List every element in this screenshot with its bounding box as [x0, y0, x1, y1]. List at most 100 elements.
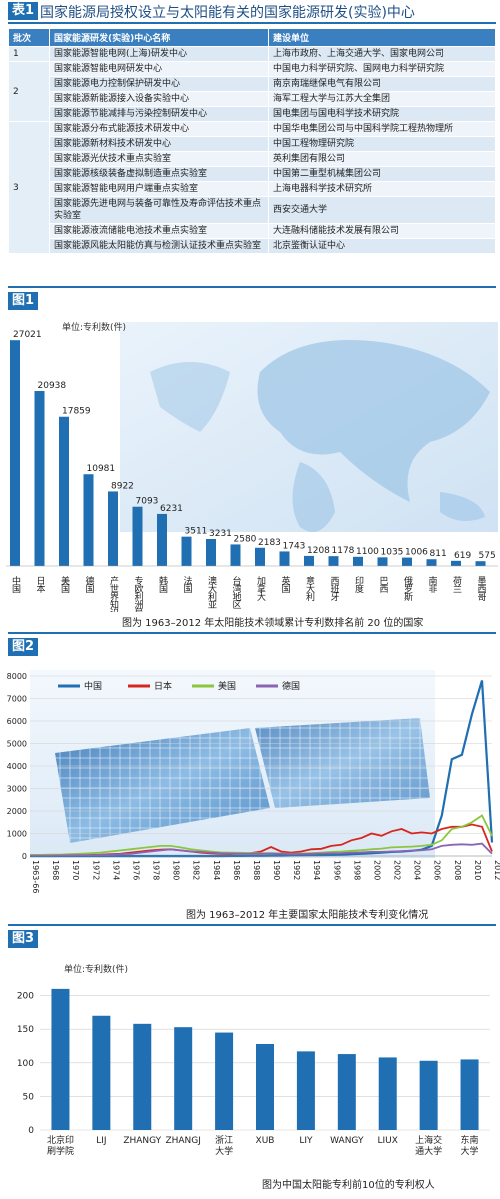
table1-title: 国家能源局授权设立与太阳能有关的国家能源研发(实验)中心: [40, 2, 415, 22]
figure1-bar: [476, 561, 486, 566]
figure1-value-label: 619: [454, 551, 471, 561]
figure1-category-label: 俄罗斯: [402, 575, 413, 602]
figure1-category-label: 德国: [84, 575, 95, 594]
figure2-x-tick-label: 1972: [91, 860, 100, 880]
figure2-x-tick-label: 2004: [413, 860, 422, 880]
figure2-legend-label: 日本: [154, 680, 172, 692]
figure1-value-label: 811: [430, 549, 447, 559]
figure2-x-tick-label: 1998: [352, 860, 361, 880]
figure3-bar: [215, 1033, 233, 1130]
figure1-category-label: 台湾地区: [231, 575, 242, 609]
table1-row: 国家能源新材料技术研发中心中国工程物理研究院: [9, 137, 496, 152]
figure2-chart: 010002000300040005000600070008000 中国日本美国…: [0, 658, 500, 898]
figure3-chart: 单位:专利数(件) 050100150200 北京印刷学院LIJZHANGYZH…: [0, 950, 500, 1172]
table1-row: 国家能源节能减排与污染控制研发中心国电集团与国电科学技术研究院: [9, 107, 496, 122]
table1-row: 2国家能源智能电网研发中心中国电力科学研究院、国网电力科学研究院: [9, 62, 496, 77]
figure2-x-tick-label: 1968: [51, 860, 60, 880]
figure1-category-labels: 中国日本美国德国产世界知识组织专欧利洲局韩国法国澳大利亚台湾地区加拿大英国意大利…: [10, 575, 486, 612]
figure2-legend-label: 中国: [84, 680, 102, 692]
figure3-category-label: LIUX: [378, 1136, 398, 1146]
figure1-value-label: 1743: [283, 541, 306, 551]
figure1-bar: [10, 340, 20, 566]
figure2-x-tick-label: 1963-66: [31, 860, 40, 893]
figure3-category-label: XUB: [256, 1136, 275, 1146]
figure2-top-rule: [8, 632, 496, 634]
table1: 批次 国家能源研发(实验)中心名称 建设单位 1国家能源智能电网(上海)研发中心…: [8, 28, 496, 254]
table1-unit-cell: 中国华电集团公司与中国科学院工程热物理所: [269, 122, 496, 137]
figure1-value-label: 17859: [62, 407, 91, 417]
figure1-category-label: 中国: [10, 575, 21, 594]
table1-row: 国家能源液流储能电池技术重点实验室大连融科储能技术发展有限公司: [9, 224, 496, 239]
table1-center-name-cell: 国家能源智能电网(上海)研发中心: [50, 47, 269, 62]
figure3-bar: [51, 989, 69, 1130]
figure1-bar: [304, 556, 314, 566]
figure1-value-label: 3511: [185, 527, 208, 537]
table1-unit-cell: 上海市政府、上海交通大学、国家电网公司: [269, 47, 496, 62]
figure2-y-tick-label: 4000: [7, 762, 27, 771]
figure1-bar: [402, 558, 412, 566]
table1-row: 1国家能源智能电网(上海)研发中心上海市政府、上海交通大学、国家电网公司: [9, 47, 496, 62]
figure3-tag: 图3: [8, 930, 38, 948]
figure1-category-label: 荷兰: [451, 576, 462, 593]
figure3-bars: [51, 989, 478, 1130]
table1-center-name-cell: 国家能源先进电网与装备可靠性及寿命评估技术重点实验室: [50, 197, 269, 224]
figure1-category-label: 加拿大: [255, 576, 266, 602]
figure1-bar: [378, 557, 388, 566]
figure1-bar: [451, 561, 461, 566]
figure3-unit-label: 单位:专利数(件): [64, 963, 128, 975]
figure1-value-label: 8922: [111, 481, 134, 491]
figure1-value-label: 20938: [38, 381, 67, 391]
figure2-x-tick-label: 1996: [332, 860, 341, 880]
table1-unit-cell: 大连融科储能技术发展有限公司: [269, 224, 496, 239]
figure3-caption: 图为中国太阳能专利前10位的专利权人: [262, 1176, 435, 1191]
figure1-bar: [157, 514, 167, 566]
figure1-value-label: 575: [479, 551, 496, 561]
figure2-y-tick-label: 1000: [7, 830, 27, 839]
figure1-category-label: 澳大利亚: [206, 575, 217, 609]
table1-row: 国家能源核级装备虚拟制造重点实验室中国第二重型机械集团公司: [9, 167, 496, 182]
table1-unit-cell: 上海电器科学技术研究所: [269, 182, 496, 197]
figure3-y-tick-label: 200: [17, 992, 34, 1002]
figure2-x-tick-label: 2006: [433, 860, 442, 880]
table1-center-name-cell: 国家能源新材料技术研发中心: [50, 137, 269, 152]
table1-top-rule: [8, 22, 496, 24]
figure1-top-rule: [8, 286, 496, 288]
figure1-category-label: 南非: [427, 575, 438, 594]
figure1-category-label: 西班牙: [329, 576, 340, 602]
figure1-value-label: 7093: [136, 497, 159, 507]
figure3-bar: [338, 1054, 356, 1130]
figure3-category-label: ZHANGY: [123, 1136, 161, 1146]
figure2-x-tick-label: 1984: [212, 860, 221, 880]
figure2-x-tick-label: 1980: [172, 860, 181, 880]
table1-row: 国家能源光伏技术重点实验室英利集团有限公司: [9, 152, 496, 167]
table1-header-name: 国家能源研发(实验)中心名称: [50, 29, 269, 47]
figure3-bar: [92, 1016, 110, 1130]
figure3-bar: [133, 1024, 151, 1130]
figure3-bar: [174, 1027, 192, 1130]
table1-row: 国家能源电力控制保护研发中心南京南瑞继保电气有限公司: [9, 77, 496, 92]
figure2-y-tick-label: 5000: [7, 740, 27, 749]
figure1-value-label: 1035: [381, 547, 404, 557]
figure3-category-label-line2: 大学: [215, 1145, 233, 1157]
figure3-category-label-line2: 刷学院: [47, 1145, 74, 1157]
figure1-bar: [108, 491, 118, 566]
figure1-bar: [133, 507, 143, 566]
figure2-y-tick-label: 0: [22, 852, 27, 861]
figure2-tag: 图2: [8, 638, 38, 656]
figure2-x-tick-label: 1974: [111, 860, 120, 880]
figure1-tag: 图1: [8, 292, 38, 310]
figure2-caption: 图为 1963–2012 年主要国家太阳能技术专利变化情况: [186, 906, 428, 921]
table1-row: 国家能源智能电网用户端重点实验室上海电器科学技术研究所: [9, 182, 496, 197]
figure2-x-tick-label: 1970: [71, 860, 80, 880]
figure2-legend-label: 德国: [282, 680, 300, 692]
table1-unit-cell: 英利集团有限公司: [269, 152, 496, 167]
table1-center-name-cell: 国家能源核级装备虚拟制造重点实验室: [50, 167, 269, 182]
table1-unit-cell: 西安交通大学: [269, 197, 496, 224]
figure3-bar: [420, 1061, 438, 1130]
figure1-bar: [35, 391, 45, 566]
figure3-category-label-line2: 通大学: [415, 1145, 442, 1157]
figure1-category-label: 美国: [59, 575, 70, 594]
table1-center-name-cell: 国家能源分布式能源技术研发中心: [50, 122, 269, 137]
table1-unit-cell: 国电集团与国电科学技术研究院: [269, 107, 496, 122]
table1-row: 国家能源风能太阳能仿真与检测认证技术重点实验室北京鉴衡认证中心: [9, 239, 496, 254]
